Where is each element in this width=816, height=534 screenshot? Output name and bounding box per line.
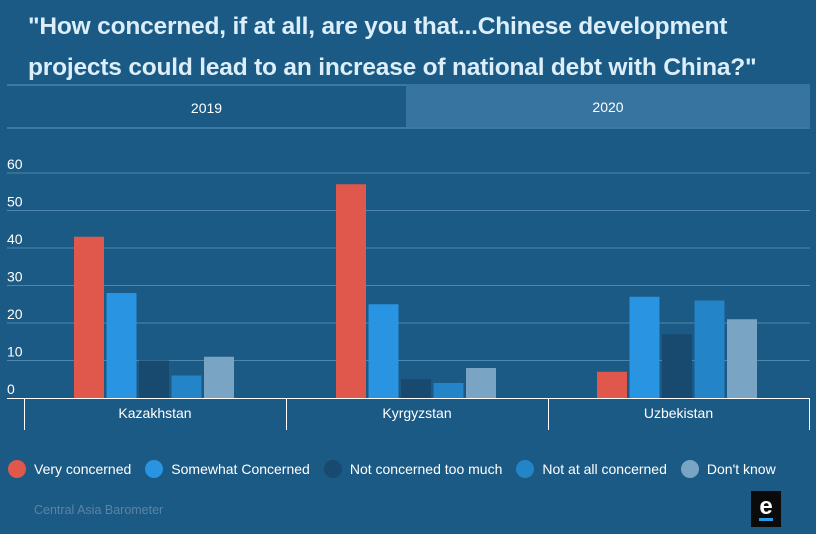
legend-label: Very concerned (34, 461, 132, 477)
y-tick-label: 30 (7, 269, 23, 285)
bar-kyrgyzstan-5[interactable] (466, 368, 496, 398)
bar-kyrgyzstan-1[interactable] (336, 184, 366, 398)
bar-kazakhstan-1[interactable] (74, 236, 104, 398)
y-tick-label: 40 (7, 231, 23, 247)
bar-kyrgyzstan-2[interactable] (368, 304, 399, 398)
legend-swatch (680, 460, 699, 478)
legend-item-3[interactable]: Not concerned too much (323, 460, 503, 478)
bar-kazakhstan-4[interactable] (171, 375, 202, 399)
y-tick-label: 50 (7, 194, 23, 210)
bar-uzbekistan-3[interactable] (662, 334, 692, 398)
bar-chart: 0 10 20 30 40 50 60 Kazakhstan Kyrgyzstan Uzbekis… (7, 156, 810, 430)
y-tick-label: 60 (7, 156, 23, 172)
legend-label: Not at all concerned (542, 461, 667, 477)
x-category-label: Uzbekistan (644, 405, 713, 421)
svg-text:e: e (759, 493, 772, 520)
y-tick-label: 10 (7, 344, 23, 360)
legend-label: Not concerned too much (349, 461, 503, 477)
x-category-label: Kazakhstan (118, 405, 191, 421)
x-category-label: Kyrgyzstan (382, 405, 451, 421)
legend-label: Somewhat Concerned (171, 461, 310, 477)
bar-kyrgyzstan-3[interactable] (401, 379, 431, 398)
bar-kazakhstan-3[interactable] (139, 360, 169, 399)
chart-title: "How concerned, if at all, are you that.… (28, 13, 757, 81)
legend-item-1[interactable]: Very concerned (8, 460, 131, 478)
source-credit: Central Asia Barometer (34, 503, 164, 517)
bar-uzbekistan-1[interactable] (597, 371, 627, 398)
legend-swatch (323, 460, 342, 478)
bar-uzbekistan-5[interactable] (727, 319, 757, 398)
legend-item-5[interactable]: Don't know (680, 460, 776, 478)
bar-uzbekistan-2[interactable] (629, 296, 660, 398)
tab-2019[interactable]: 2019 (7, 84, 406, 129)
bar-uzbekistan-4[interactable] (694, 300, 725, 399)
legend-item-2[interactable]: Somewhat Concerned (145, 460, 310, 478)
legend-swatch (145, 460, 164, 478)
y-tick-label: 20 (7, 306, 23, 322)
bar-kazakhstan-2[interactable] (106, 293, 137, 398)
legend-swatch (8, 460, 26, 478)
bar-kyrgyzstan-4[interactable] (433, 383, 464, 398)
tab-divider (7, 127, 810, 129)
eurasianet-logo-icon[interactable]: e (751, 491, 781, 527)
chart-legend: Very concerned Somewhat Concerned Not conc… (8, 458, 808, 480)
y-tick-label: 0 (7, 381, 15, 397)
legend-label: Don't know (706, 461, 776, 477)
legend-item-4[interactable]: Not at all concerned (516, 460, 667, 478)
bar-kazakhstan-5[interactable] (204, 356, 234, 398)
tab-2020[interactable]: 2020 (406, 84, 810, 129)
year-tabs: 2019 2020 (7, 84, 810, 129)
legend-swatch (516, 460, 535, 478)
